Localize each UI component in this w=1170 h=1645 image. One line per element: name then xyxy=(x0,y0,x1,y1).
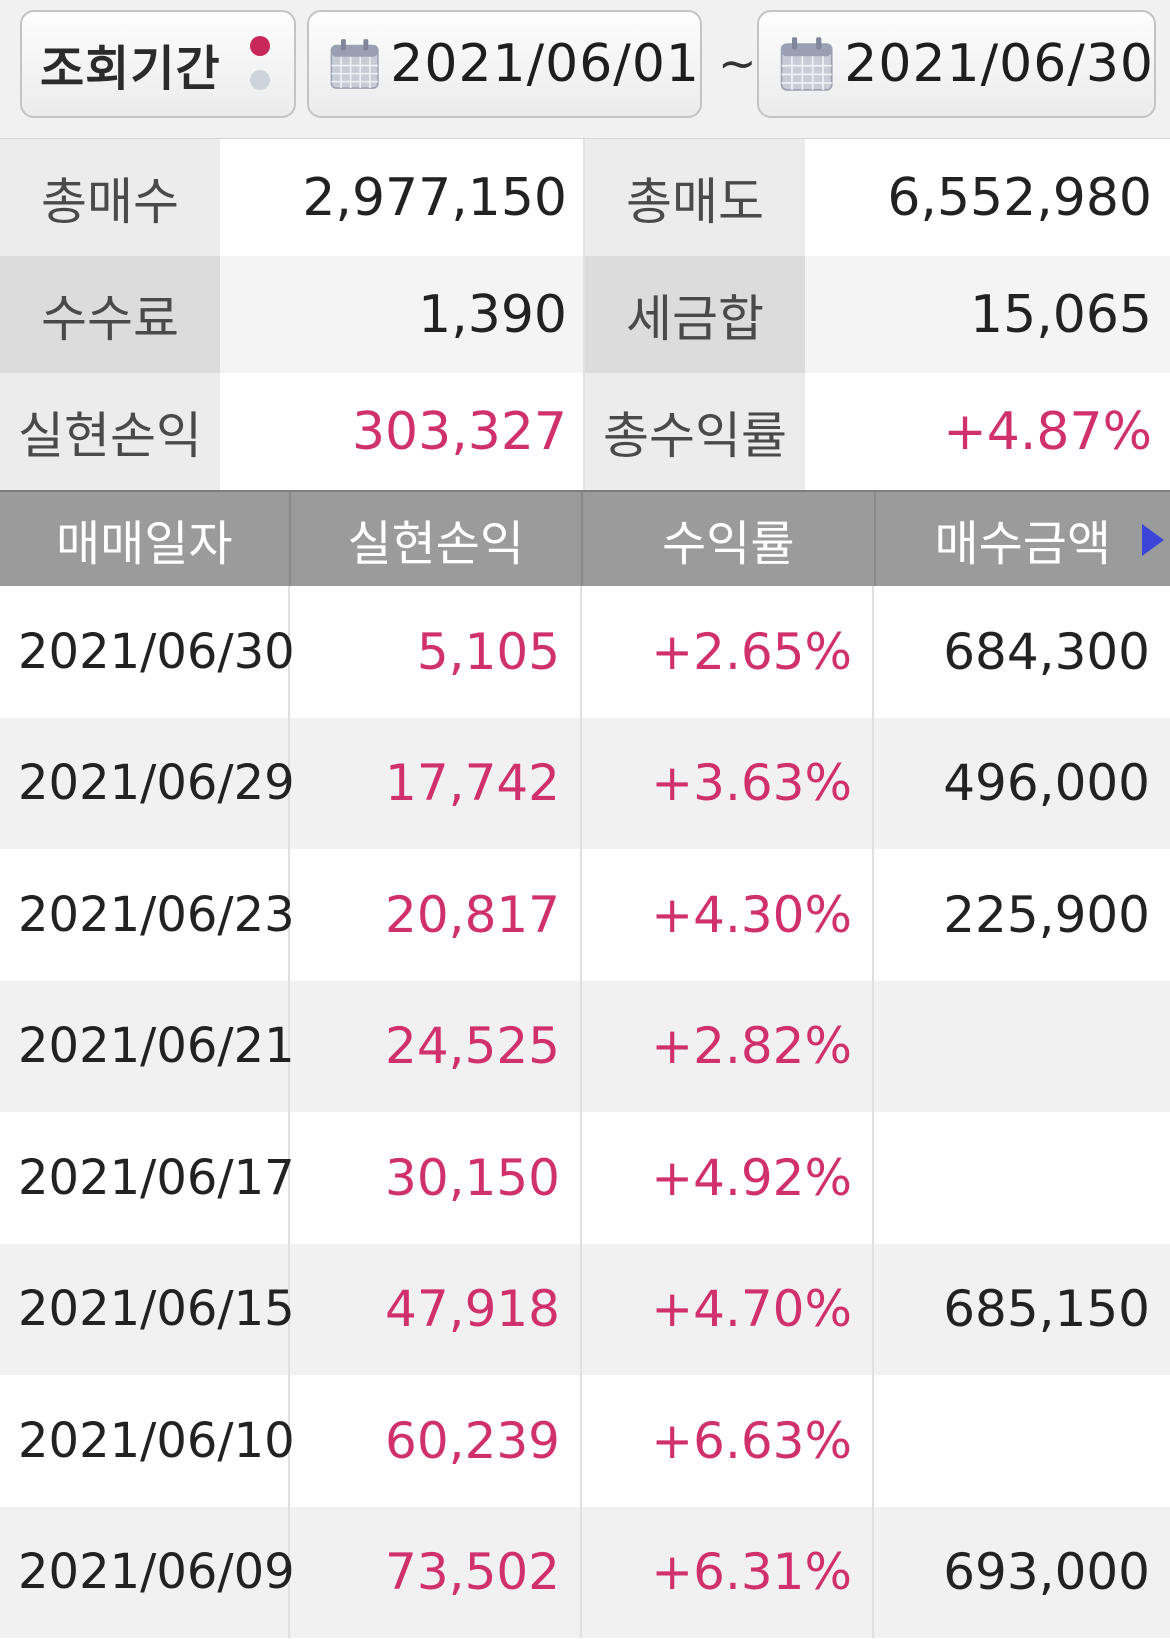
table-row[interactable]: 2021/06/30 5,105 +2.65% 684,300 xyxy=(0,586,1170,718)
profit-cell: 17,742 xyxy=(290,717,582,849)
total-sell-value: 6,552,980 xyxy=(805,139,1170,256)
start-date-button[interactable]: 2021/06/01 xyxy=(307,10,702,118)
summary-row: 실현손익 303,327 총수익률 +4.87% xyxy=(0,373,1170,490)
profit-cell: 73,502 xyxy=(290,1506,582,1638)
profit-cell: 30,150 xyxy=(290,1112,582,1244)
tax-total-label: 세금합 xyxy=(585,256,805,373)
buy-amount-cell: 496,000 xyxy=(943,754,1150,813)
total-return-value: +4.87% xyxy=(805,373,1170,490)
rate-cell: +2.65% xyxy=(582,586,874,718)
profit-cell: 24,525 xyxy=(290,980,582,1112)
table-row[interactable]: 2021/06/17 30,150 +4.92% xyxy=(0,1112,1170,1244)
total-buy-value: 2,977,150 xyxy=(220,139,585,256)
arrow-right-icon[interactable] xyxy=(1142,524,1164,556)
table-row[interactable]: 2021/06/10 60,239 +6.63% xyxy=(0,1375,1170,1507)
summary-row: 총매수 2,977,150 총매도 6,552,980 xyxy=(0,139,1170,256)
calendar-icon xyxy=(780,37,833,91)
date-range-separator: ~ xyxy=(718,36,757,90)
rate-cell: +6.63% xyxy=(582,1375,874,1507)
trade-date-cell: 2021/06/09 xyxy=(0,1506,295,1638)
profit-cell: 60,239 xyxy=(290,1375,582,1507)
indicator-dot-inactive xyxy=(250,70,270,90)
rate-cell: +3.63% xyxy=(582,717,874,849)
trade-date-cell: 2021/06/15 xyxy=(0,1243,295,1375)
tax-total-value: 15,065 xyxy=(805,256,1170,373)
buy-amount-cell: 225,900 xyxy=(943,885,1150,944)
table-row[interactable]: 2021/06/09 73,502 +6.31% 693,000 xyxy=(0,1506,1170,1638)
rate-cell: +6.31% xyxy=(582,1506,874,1638)
buy-amount-cell: 685,150 xyxy=(943,1280,1150,1339)
table-header: 매매일자 실현손익 수익률 매수금액 xyxy=(0,490,1170,586)
period-label: 조회기간 xyxy=(40,41,221,97)
end-date-button[interactable]: 2021/06/30 xyxy=(757,10,1156,118)
total-return-label: 총수익률 xyxy=(585,373,805,490)
buy-amount-cell: 684,300 xyxy=(943,622,1150,681)
trade-date-cell: 2021/06/10 xyxy=(0,1375,295,1507)
profit-cell: 20,817 xyxy=(290,849,582,981)
trade-date-cell: 2021/06/30 xyxy=(0,586,295,718)
column-header-return-rate[interactable]: 수익률 xyxy=(583,492,876,586)
summary-panel: 총매수 2,977,150 총매도 6,552,980 수수료 1,390 세금… xyxy=(0,139,1170,490)
profit-cell: 47,918 xyxy=(290,1243,582,1375)
realized-profit-label: 실현손익 xyxy=(0,373,220,490)
realized-profit-value: 303,327 xyxy=(220,373,585,490)
buy-amount-cell xyxy=(874,1375,1170,1507)
table-row[interactable]: 2021/06/23 20,817 +4.30% 225,900 xyxy=(0,849,1170,981)
table-row[interactable]: 2021/06/21 24,525 +2.82% xyxy=(0,980,1170,1113)
period-bar: 조회기간 2021/06/01 ~ xyxy=(0,0,1170,139)
table-row[interactable]: 2021/06/15 47,918 +4.70% 685,150 xyxy=(0,1243,1170,1375)
end-date-value: 2021/06/30 xyxy=(844,34,1154,94)
start-date-value: 2021/06/01 xyxy=(390,34,700,94)
rate-cell: +4.70% xyxy=(582,1243,874,1375)
period-toggle-indicator xyxy=(250,36,272,104)
rate-cell: +4.92% xyxy=(582,1112,874,1244)
calendar-icon xyxy=(330,39,379,89)
trade-date-cell: 2021/06/21 xyxy=(0,980,295,1112)
column-header-buy-amount[interactable]: 매수금액 xyxy=(876,492,1170,586)
column-header-trade-date[interactable]: 매매일자 xyxy=(0,492,291,586)
period-selector-button[interactable]: 조회기간 xyxy=(20,10,296,118)
trade-date-cell: 2021/06/17 xyxy=(0,1112,295,1244)
fee-label: 수수료 xyxy=(0,256,220,373)
total-buy-label: 총매수 xyxy=(0,139,220,256)
buy-amount-cell: 693,000 xyxy=(943,1543,1150,1602)
column-header-realized-profit[interactable]: 실현손익 xyxy=(291,492,584,586)
trade-date-cell: 2021/06/29 xyxy=(0,717,295,849)
fee-value: 1,390 xyxy=(220,256,585,373)
trade-date-cell: 2021/06/23 xyxy=(0,849,295,981)
buy-amount-cell xyxy=(874,1112,1170,1244)
total-sell-label: 총매도 xyxy=(585,139,805,256)
table-row[interactable]: 2021/06/29 17,742 +3.63% 496,000 xyxy=(0,717,1170,849)
rate-cell: +4.30% xyxy=(582,849,874,981)
column-header-buy-amount-label: 매수금액 xyxy=(934,516,1112,572)
indicator-dot-active xyxy=(250,36,270,56)
rate-cell: +2.82% xyxy=(582,980,874,1112)
buy-amount-cell xyxy=(874,981,1170,1113)
summary-row: 수수료 1,390 세금합 15,065 xyxy=(0,256,1170,373)
profit-cell: 5,105 xyxy=(290,586,582,718)
trade-table-body: 2021/06/30 5,105 +2.65% 684,300 2021/06/… xyxy=(0,586,1170,1638)
